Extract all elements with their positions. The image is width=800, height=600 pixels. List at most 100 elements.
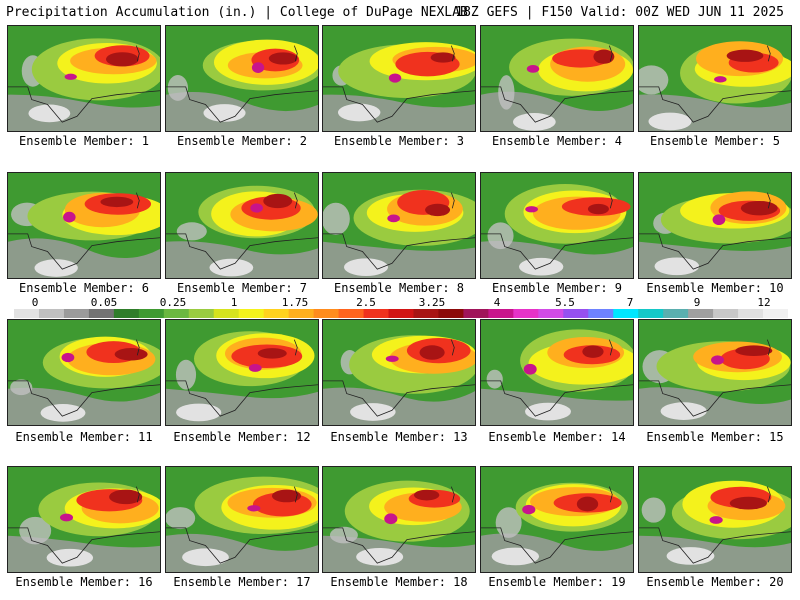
precip-map-9: [481, 173, 633, 278]
ensemble-panel-16: [7, 466, 161, 573]
precip-map-13: [323, 320, 475, 425]
colorbar-tick-label: 0.05: [90, 296, 118, 309]
colorbar-swatch: [638, 309, 664, 318]
colorbar-tick-label: 1: [230, 296, 238, 309]
ensemble-panel-8: [322, 172, 476, 279]
colorbar-swatch: [338, 309, 365, 318]
page-title: Precipitation Accumulation (in.) | Colle…: [6, 5, 468, 20]
precip-map-2: [166, 26, 318, 131]
precip-map-5: [639, 26, 791, 131]
precip-map-11: [8, 320, 160, 425]
colorbar-swatch: [663, 309, 689, 318]
ensemble-panel-20: [638, 466, 792, 573]
colorbar-swatch: [513, 309, 539, 318]
colorbar-swatch: [138, 309, 165, 318]
ensemble-member-label: Ensemble Member: 9: [491, 281, 623, 295]
colorbar-swatch: [163, 309, 190, 318]
colorbar-swatch: [113, 309, 140, 318]
ensemble-member-label: Ensemble Member: 18: [330, 575, 468, 589]
precip-map-17: [166, 467, 318, 572]
colorbar-swatch: [238, 309, 265, 318]
ensemble-panel-5: [638, 25, 792, 132]
colorbar-swatch: [488, 309, 514, 318]
ensemble-member-label: Ensemble Member: 1: [18, 134, 150, 148]
ensemble-panel-4: [480, 25, 634, 132]
ensemble-member-label: Ensemble Member: 5: [649, 134, 781, 148]
precip-map-8: [323, 173, 475, 278]
colorbar-swatch: [188, 309, 215, 318]
colorbar-tick-label: 7: [626, 296, 634, 309]
colorbar-swatch: [388, 309, 414, 318]
colorbar-swatch: [313, 309, 340, 318]
precip-map-6: [8, 173, 160, 278]
precip-map-19: [481, 467, 633, 572]
ensemble-member-label: Ensemble Member: 7: [176, 281, 308, 295]
colorbar-tick-label: 0: [31, 296, 39, 309]
ensemble-member-label: Ensemble Member: 16: [15, 575, 153, 589]
ensemble-panel-2: [165, 25, 319, 132]
precip-map-15: [639, 320, 791, 425]
ensemble-member-label: Ensemble Member: 12: [173, 430, 311, 444]
colorbar-swatch: [538, 309, 564, 318]
ensemble-member-label: Ensemble Member: 10: [646, 281, 784, 295]
colorbar-tick-label: 0.25: [159, 296, 187, 309]
run-valid-time: 18Z GEFS | F150 Valid: 00Z WED JUN 11 20…: [455, 5, 784, 20]
ensemble-panel-1: [7, 25, 161, 132]
precip-map-14: [481, 320, 633, 425]
ensemble-panel-10: [638, 172, 792, 279]
ensemble-member-label: Ensemble Member: 3: [333, 134, 465, 148]
ensemble-panel-14: [480, 319, 634, 426]
ensemble-member-label: Ensemble Member: 19: [488, 575, 626, 589]
ensemble-panel-17: [165, 466, 319, 573]
precip-map-7: [166, 173, 318, 278]
precip-map-20: [639, 467, 791, 572]
colorbar-swatch: [288, 309, 315, 318]
colorbar-swatch: [688, 309, 714, 318]
colorbar-tick-label: 2.5: [356, 296, 376, 309]
colorbar: [14, 309, 788, 318]
colorbar-tick-label: 3.25: [418, 296, 446, 309]
colorbar-tick-label: 9: [693, 296, 701, 309]
colorbar-swatch: [363, 309, 390, 318]
colorbar-swatch: [763, 309, 788, 318]
colorbar-swatch: [413, 309, 439, 318]
colorbar-tick-label: 12: [757, 296, 771, 309]
colorbar-swatch: [463, 309, 489, 318]
colorbar-swatch: [738, 309, 764, 318]
colorbar-swatch: [588, 309, 614, 318]
ensemble-member-label: Ensemble Member: 11: [15, 430, 153, 444]
precip-map-3: [323, 26, 475, 131]
ensemble-member-label: Ensemble Member: 13: [330, 430, 468, 444]
ensemble-member-label: Ensemble Member: 17: [173, 575, 311, 589]
ensemble-panel-11: [7, 319, 161, 426]
ensemble-panel-13: [322, 319, 476, 426]
colorbar-tick-label: 5.5: [555, 296, 575, 309]
ensemble-member-label: Ensemble Member: 20: [646, 575, 784, 589]
colorbar-swatch: [63, 309, 90, 318]
colorbar-swatch: [14, 309, 40, 318]
precip-map-16: [8, 467, 160, 572]
precip-map-10: [639, 173, 791, 278]
precip-map-12: [166, 320, 318, 425]
ensemble-panel-3: [322, 25, 476, 132]
colorbar-tick-label: 4: [493, 296, 501, 309]
precip-map-1: [8, 26, 160, 131]
colorbar-swatch: [88, 309, 115, 318]
colorbar-swatch: [38, 309, 65, 318]
colorbar-swatch: [563, 309, 589, 318]
ensemble-panel-6: [7, 172, 161, 279]
ensemble-panel-7: [165, 172, 319, 279]
ensemble-panel-19: [480, 466, 634, 573]
ensemble-member-label: Ensemble Member: 14: [488, 430, 626, 444]
colorbar-swatch: [213, 309, 240, 318]
ensemble-member-label: Ensemble Member: 8: [333, 281, 465, 295]
ensemble-member-label: Ensemble Member: 6: [18, 281, 150, 295]
precip-map-18: [323, 467, 475, 572]
ensemble-panel-12: [165, 319, 319, 426]
ensemble-member-label: Ensemble Member: 15: [646, 430, 784, 444]
colorbar-swatch: [263, 309, 290, 318]
colorbar-tick-label: 1.75: [281, 296, 309, 309]
ensemble-member-label: Ensemble Member: 4: [491, 134, 623, 148]
ensemble-panel-18: [322, 466, 476, 573]
colorbar-swatch: [713, 309, 739, 318]
